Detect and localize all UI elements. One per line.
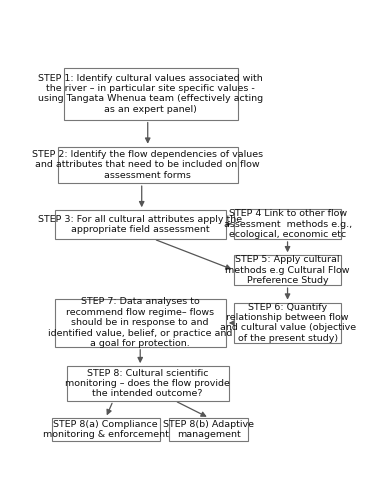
Text: STEP 8(a) Compliance
monitoring & enforcement: STEP 8(a) Compliance monitoring & enforc… [43,420,168,440]
FancyBboxPatch shape [234,209,341,239]
Text: STEP 1: Identify cultural values associated with
the river – in particular site : STEP 1: Identify cultural values associa… [38,74,263,114]
Text: STEP 6: Quantify
relationship between flow
and cultural value (objective
of the : STEP 6: Quantify relationship between fl… [220,302,356,343]
FancyBboxPatch shape [64,68,238,120]
FancyBboxPatch shape [54,298,226,347]
Text: STEP 7: Data analyses to
recommend flow regime– flows
should be in response to a: STEP 7: Data analyses to recommend flow … [48,298,232,348]
Text: STEP 2: Identify the flow dependencies of values
and attributes that need to be : STEP 2: Identify the flow dependencies o… [32,150,263,180]
Text: STEP 5: Apply cultural
methods e.g Cultural Flow
Preference Study: STEP 5: Apply cultural methods e.g Cultu… [225,256,350,285]
FancyBboxPatch shape [169,418,248,441]
Text: STEP 3: For all cultural attributes apply the
appropriate field assessment: STEP 3: For all cultural attributes appl… [38,215,242,234]
FancyBboxPatch shape [52,418,160,441]
FancyBboxPatch shape [234,302,341,343]
Text: STEP 8(b) Adaptive
management: STEP 8(b) Adaptive management [163,420,254,440]
FancyBboxPatch shape [57,146,238,183]
Text: STEP 4 Link to other flow
assessment  methods e.g.,
ecological, economic etc: STEP 4 Link to other flow assessment met… [223,209,352,239]
FancyBboxPatch shape [67,366,229,400]
FancyBboxPatch shape [54,210,226,239]
Text: STEP 8: Cultural scientific
monitoring – does the flow provide
the intended outc: STEP 8: Cultural scientific monitoring –… [65,368,230,398]
FancyBboxPatch shape [234,255,341,285]
